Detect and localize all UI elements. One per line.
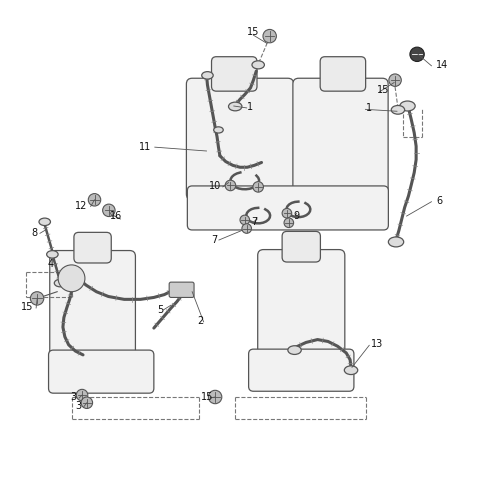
Circle shape bbox=[81, 397, 93, 408]
Ellipse shape bbox=[214, 127, 223, 133]
Text: 14: 14 bbox=[436, 60, 448, 70]
Circle shape bbox=[88, 194, 101, 206]
Text: 3: 3 bbox=[75, 400, 81, 410]
Circle shape bbox=[240, 215, 250, 225]
Text: 6: 6 bbox=[436, 196, 443, 206]
Circle shape bbox=[242, 224, 252, 233]
FancyBboxPatch shape bbox=[258, 249, 345, 361]
FancyBboxPatch shape bbox=[320, 57, 366, 91]
Ellipse shape bbox=[202, 71, 213, 79]
Text: 15: 15 bbox=[21, 302, 33, 312]
Text: 12: 12 bbox=[75, 201, 88, 211]
Text: 8: 8 bbox=[31, 228, 37, 238]
FancyBboxPatch shape bbox=[187, 186, 388, 230]
Ellipse shape bbox=[54, 279, 66, 287]
FancyBboxPatch shape bbox=[212, 57, 257, 91]
Text: 7: 7 bbox=[251, 217, 257, 227]
Circle shape bbox=[208, 390, 222, 404]
Text: 1: 1 bbox=[247, 102, 252, 112]
FancyBboxPatch shape bbox=[186, 78, 294, 200]
Circle shape bbox=[263, 29, 276, 43]
Circle shape bbox=[225, 180, 236, 191]
Ellipse shape bbox=[388, 237, 404, 247]
Ellipse shape bbox=[228, 102, 242, 111]
Ellipse shape bbox=[288, 346, 301, 355]
Circle shape bbox=[410, 47, 424, 61]
Ellipse shape bbox=[344, 366, 358, 375]
Circle shape bbox=[253, 182, 264, 192]
Circle shape bbox=[284, 218, 294, 227]
Text: 7: 7 bbox=[211, 235, 217, 245]
FancyBboxPatch shape bbox=[249, 349, 354, 391]
Circle shape bbox=[76, 389, 88, 401]
FancyBboxPatch shape bbox=[48, 350, 154, 393]
FancyBboxPatch shape bbox=[169, 282, 194, 297]
Text: 15: 15 bbox=[377, 85, 390, 95]
Circle shape bbox=[58, 265, 85, 292]
Text: 2: 2 bbox=[198, 316, 204, 326]
Text: 1: 1 bbox=[366, 103, 372, 113]
FancyBboxPatch shape bbox=[50, 250, 135, 363]
Circle shape bbox=[30, 292, 44, 305]
Circle shape bbox=[103, 204, 115, 217]
Text: 3: 3 bbox=[70, 392, 76, 402]
Text: 15: 15 bbox=[247, 27, 260, 37]
FancyBboxPatch shape bbox=[293, 78, 388, 200]
Text: 11: 11 bbox=[139, 142, 152, 152]
Ellipse shape bbox=[39, 218, 50, 225]
Text: 15: 15 bbox=[201, 392, 214, 402]
Text: 9: 9 bbox=[293, 211, 300, 221]
Text: 13: 13 bbox=[371, 340, 384, 350]
Circle shape bbox=[282, 208, 292, 218]
Circle shape bbox=[389, 74, 401, 87]
Ellipse shape bbox=[391, 106, 405, 114]
Ellipse shape bbox=[252, 61, 264, 69]
Text: 10: 10 bbox=[209, 182, 221, 192]
Text: 16: 16 bbox=[110, 211, 122, 221]
Text: 4: 4 bbox=[47, 259, 53, 269]
Text: 5: 5 bbox=[157, 305, 164, 315]
FancyBboxPatch shape bbox=[74, 232, 111, 263]
FancyBboxPatch shape bbox=[282, 231, 321, 262]
Ellipse shape bbox=[400, 101, 415, 111]
Ellipse shape bbox=[47, 250, 58, 258]
